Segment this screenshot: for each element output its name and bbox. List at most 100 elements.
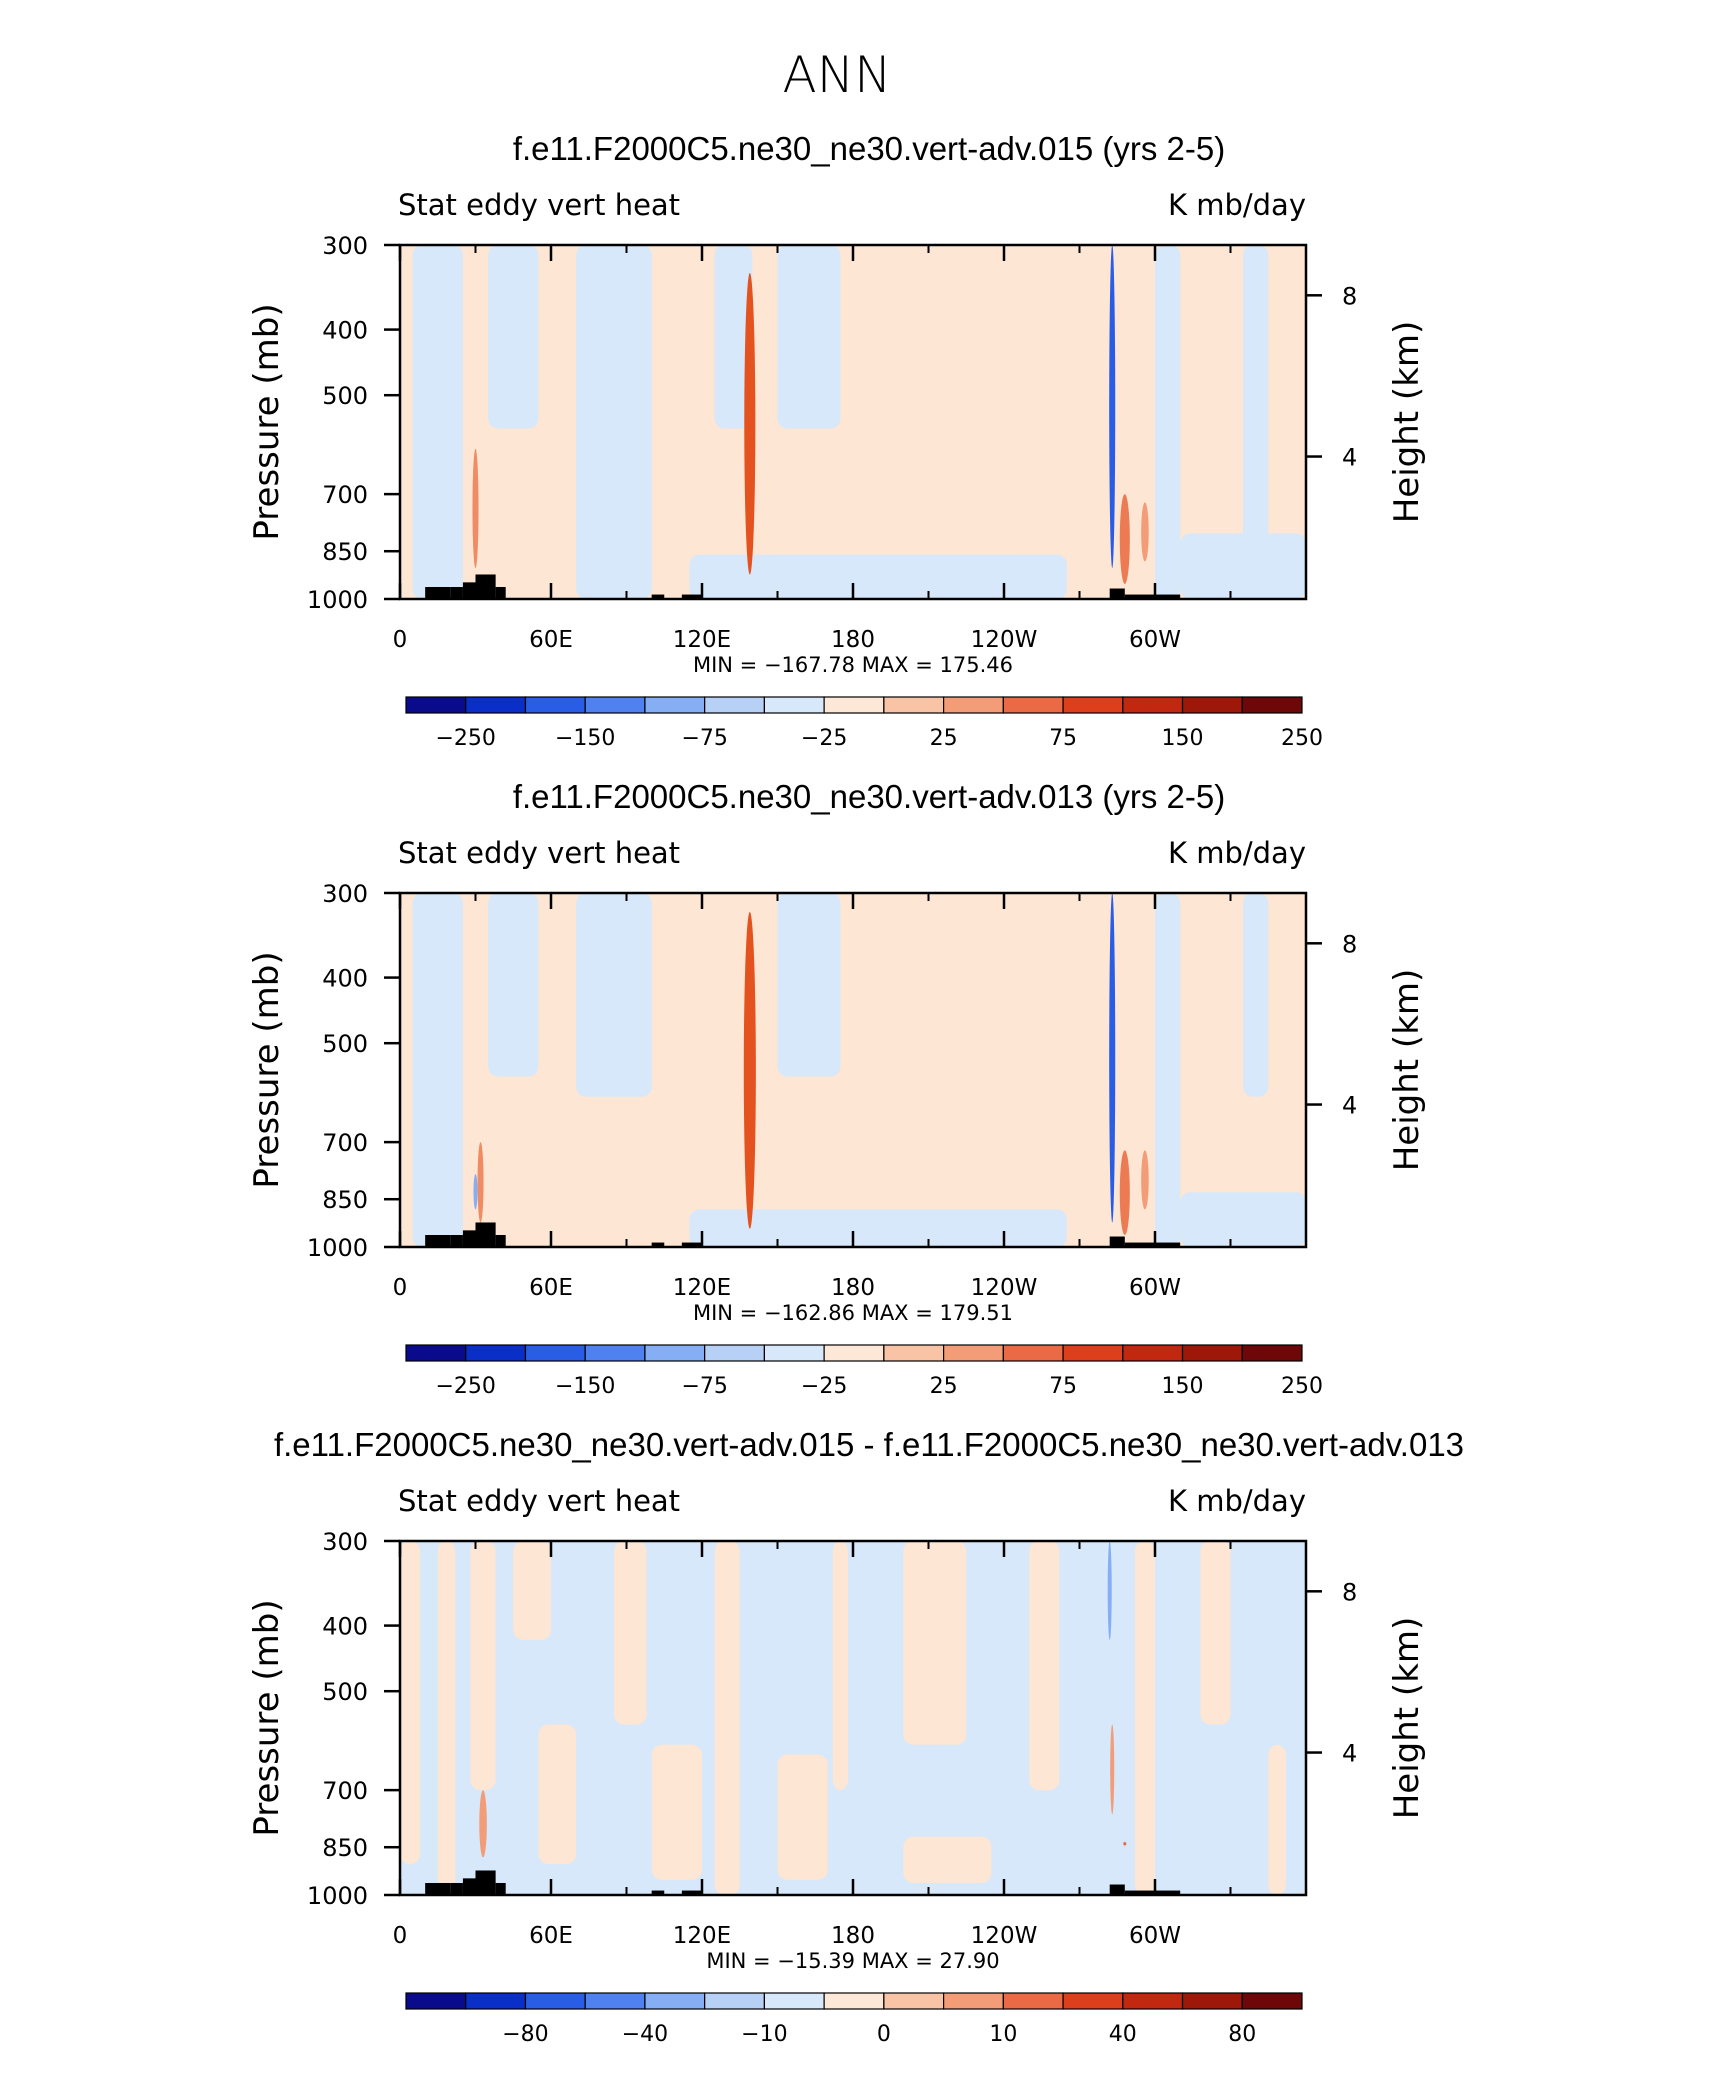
topography-mask <box>462 1878 476 1895</box>
negative-region <box>488 245 539 429</box>
positive-extreme <box>1110 1724 1115 1815</box>
colorbar-label: −25 <box>801 1374 847 1399</box>
colorbar-swatch <box>465 1992 527 2010</box>
colorbar-swatch <box>465 1344 527 1362</box>
colorbar-label: 75 <box>1049 726 1077 751</box>
x-tick-label: 0 <box>393 1275 408 1301</box>
colorbar-label: −150 <box>555 1374 615 1399</box>
topography-mask <box>681 1242 702 1247</box>
min-max-label: MIN = −15.39 MAX = 27.90 <box>706 1949 999 1973</box>
colorbar-swatch <box>823 696 885 714</box>
contour-field <box>400 893 1306 1247</box>
positive-region <box>470 1541 496 1791</box>
negative-extreme <box>1107 1541 1112 1640</box>
topography-mask <box>651 594 665 599</box>
positive-region <box>400 1541 421 1865</box>
y-tick-label: 700 <box>322 481 368 509</box>
positive-region <box>903 1836 992 1883</box>
topography-mask <box>651 1242 665 1247</box>
colorbar-swatch <box>763 1992 825 2010</box>
topography-mask <box>450 586 463 599</box>
colorbar-swatch <box>1181 1992 1243 2010</box>
colorbar-swatch <box>644 1992 706 2010</box>
positive-region <box>538 1724 577 1865</box>
colorbar-label: 0 <box>877 2022 891 2047</box>
colorbar-label: −250 <box>436 726 496 751</box>
colorbar-label: 250 <box>1281 726 1323 751</box>
colorbar-label: 80 <box>1228 2022 1256 2047</box>
colorbar-label: −25 <box>801 726 847 751</box>
positive-extreme <box>1141 502 1149 562</box>
colorbar-label: 25 <box>930 726 958 751</box>
colorbar-label: 250 <box>1281 1374 1323 1399</box>
positive-region <box>1268 1744 1286 1895</box>
y-axis-label: Pressure (mb) <box>247 1599 287 1836</box>
colorbar-swatch <box>405 1992 467 2010</box>
variable-label: Stat eddy vert heat <box>398 1484 680 1518</box>
colorbar-swatch <box>763 696 825 714</box>
positive-extreme <box>1119 494 1130 584</box>
colorbar-swatch <box>1241 1344 1303 1362</box>
colorbar-swatch <box>1002 1992 1064 2010</box>
negative-region <box>1243 893 1269 1097</box>
y-tick-label: 1000 <box>307 586 368 614</box>
topography-mask <box>495 586 506 599</box>
x-tick-label: 120W <box>971 1923 1038 1949</box>
colorbar-swatch <box>644 696 706 714</box>
x-tick-label: 120W <box>971 1275 1038 1301</box>
colorbar-swatch <box>763 1344 825 1362</box>
colorbar-swatch <box>942 1344 1004 1362</box>
y-tick-label: 300 <box>322 232 368 260</box>
colorbar-label: −75 <box>681 1374 727 1399</box>
topography-mask <box>1109 1884 1125 1895</box>
panel-title: f.e11.F2000C5.ne30_ne30.vert-adv.015 (yr… <box>513 130 1225 167</box>
topography-mask <box>475 1870 496 1895</box>
y-tick-label: 400 <box>322 1613 368 1641</box>
colorbar-swatch <box>704 1344 766 1362</box>
x-tick-label: 60E <box>529 1923 573 1949</box>
topography-mask <box>425 1882 451 1895</box>
colorbar-swatch <box>1181 696 1243 714</box>
colorbar-swatch <box>942 1992 1004 2010</box>
y-tick-label: 300 <box>322 1528 368 1556</box>
y-tick-label: 850 <box>322 538 368 566</box>
y-tick-label: 1000 <box>307 1882 368 1910</box>
colorbar-swatch <box>1062 1344 1124 1362</box>
chart-panel-2: f.e11.F2000C5.ne30_ne30.vert-adv.013 (yr… <box>247 778 1427 1399</box>
topography-mask <box>425 586 451 599</box>
contour-field <box>400 245 1306 599</box>
colorbar-swatch <box>524 1992 586 2010</box>
right-tick-label: 8 <box>1342 930 1357 958</box>
colorbar-swatch <box>883 1344 945 1362</box>
y-tick-label: 400 <box>322 317 368 345</box>
colorbar-swatch <box>1062 696 1124 714</box>
colorbar-swatch <box>584 1992 646 2010</box>
topography-mask <box>425 1234 451 1247</box>
x-tick-label: 180 <box>831 1923 875 1949</box>
y-tick-label: 400 <box>322 965 368 993</box>
panel-title: f.e11.F2000C5.ne30_ne30.vert-adv.015 - f… <box>274 1426 1464 1463</box>
x-tick-label: 120E <box>673 627 731 653</box>
negative-extreme <box>473 1173 478 1210</box>
y-tick-label: 500 <box>322 1678 368 1706</box>
x-tick-label: 60W <box>1129 1275 1181 1301</box>
right-axis-label: Height (km) <box>1387 969 1427 1172</box>
y-tick-label: 500 <box>322 1030 368 1058</box>
y-tick-label: 850 <box>322 1186 368 1214</box>
topography-mask <box>450 1882 463 1895</box>
negative-region <box>488 893 539 1077</box>
positive-region <box>651 1744 702 1880</box>
topography-mask <box>450 1234 463 1247</box>
positive-extreme <box>1119 1150 1130 1235</box>
topography-mask <box>495 1882 506 1895</box>
right-tick-label: 4 <box>1342 1740 1357 1768</box>
topography-mask <box>1109 1236 1125 1247</box>
colorbar-swatch <box>1062 1992 1124 2010</box>
topography-mask <box>1109 588 1125 599</box>
colorbar-label: −40 <box>622 2022 668 2047</box>
negative-region <box>1180 533 1306 599</box>
negative-region <box>576 893 652 1097</box>
colorbar-label: −80 <box>502 2022 548 2047</box>
figure-main-title: ANN <box>782 46 891 104</box>
positive-region <box>513 1541 551 1640</box>
